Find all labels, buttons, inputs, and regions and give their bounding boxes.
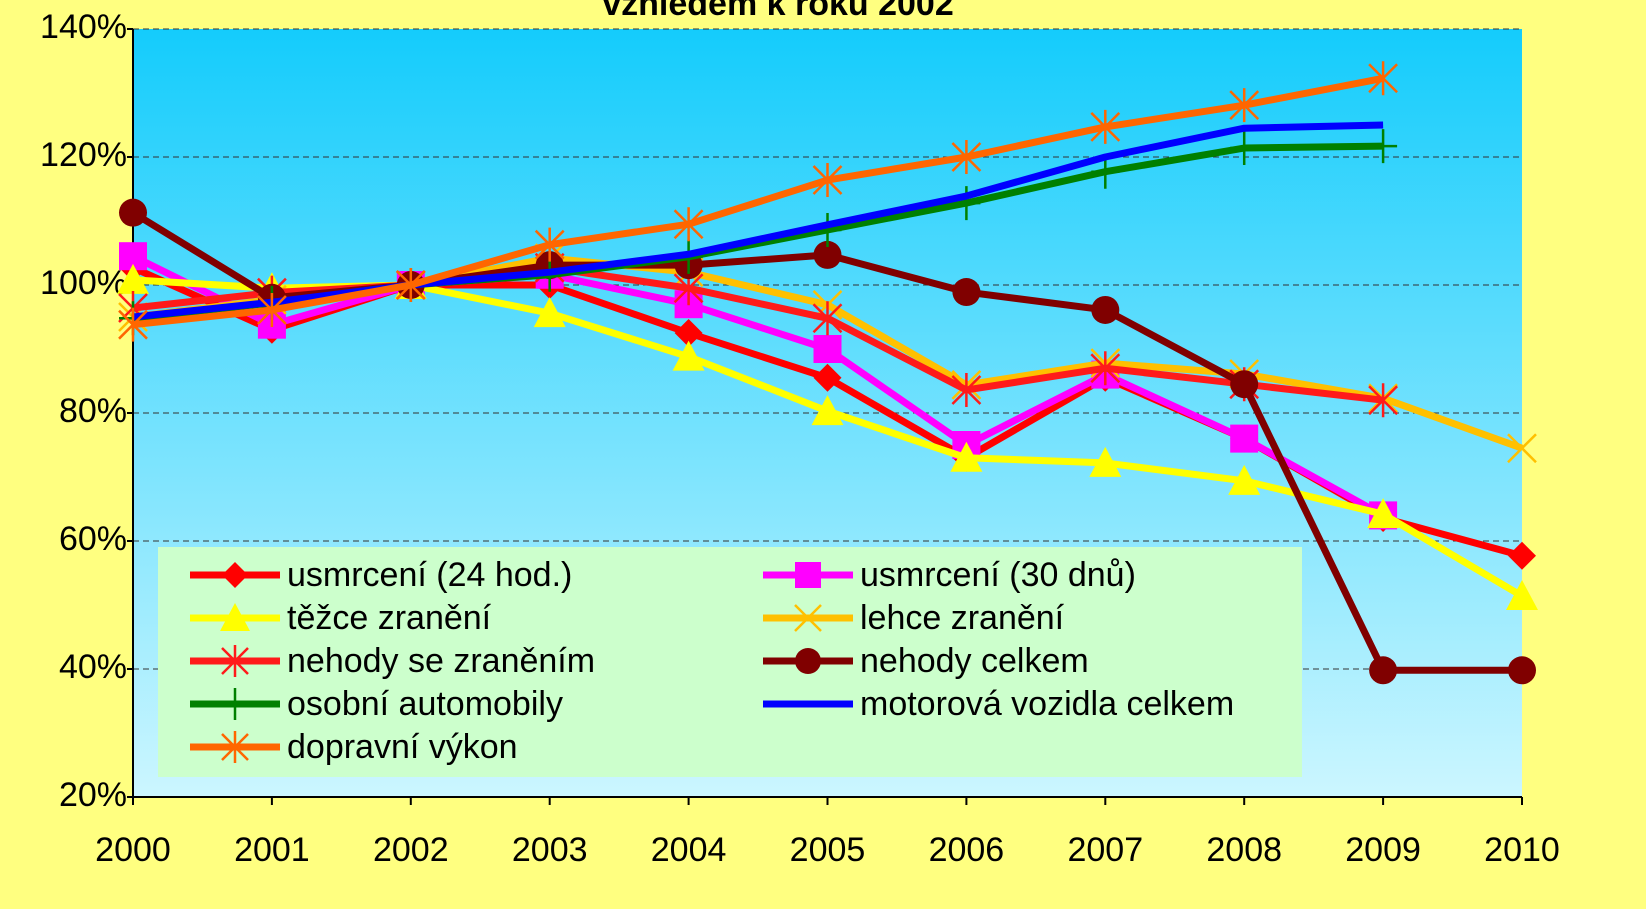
marker (1230, 370, 1259, 399)
legend-marker (221, 731, 249, 763)
y-tick-label: 20% (59, 776, 127, 814)
y-tick-label: 80% (59, 392, 127, 430)
marker (674, 319, 703, 347)
x-tick-label: 2002 (373, 831, 449, 869)
marker (119, 198, 147, 227)
chart-title: vzhledem k roku 2002 (602, 0, 954, 23)
marker (1228, 464, 1261, 495)
legend-marker (220, 603, 250, 631)
series-line (132, 121, 1384, 321)
x-tick-label: 2009 (1345, 831, 1421, 869)
legend-label: lehce zranění (860, 599, 1065, 637)
marker (813, 240, 842, 269)
legend-marker (795, 562, 821, 588)
marker (1369, 129, 1398, 164)
legend-label: usmrcení (30 dnů) (860, 556, 1136, 594)
marker (951, 372, 982, 407)
legend-label: nehody celkem (860, 642, 1089, 680)
legend-marker (794, 604, 822, 632)
marker (118, 307, 148, 342)
legend-label: osobní automobily (287, 685, 563, 723)
marker (1508, 541, 1536, 570)
marker (534, 227, 565, 262)
x-tick-label: 2001 (234, 831, 310, 869)
y-tick-label: 140% (40, 8, 127, 46)
marker (812, 301, 843, 336)
marker (1506, 580, 1538, 611)
marker (952, 186, 981, 221)
y-tick-label: 100% (40, 264, 127, 302)
marker (812, 163, 843, 198)
x-tick-label: 2000 (95, 831, 171, 869)
x-tick-label: 2005 (790, 831, 866, 869)
marker (951, 140, 982, 174)
marker (1368, 61, 1398, 96)
x-tick-label: 2008 (1206, 831, 1282, 869)
legend-label: nehody se zraněním (287, 642, 595, 680)
legend-label: usmrcení (24 hod.) (287, 556, 572, 594)
marker (257, 292, 287, 327)
y-tick-label: 40% (59, 648, 127, 686)
legend-label: dopravní výkon (287, 728, 518, 766)
legend-label: těžce zranění (287, 599, 492, 637)
legend-marker (221, 645, 249, 677)
series-line (131, 253, 1385, 519)
marker (811, 395, 844, 426)
x-tick-label: 2010 (1484, 831, 1560, 869)
marker (1367, 498, 1400, 529)
marker (1507, 433, 1537, 464)
marker (1230, 424, 1259, 453)
marker (533, 297, 566, 328)
marker (672, 340, 705, 371)
y-tick-label: 60% (59, 520, 127, 558)
y-tick-label: 120% (40, 136, 127, 174)
marker (1368, 383, 1398, 418)
marker (952, 278, 981, 307)
x-tick-label: 2006 (929, 831, 1005, 869)
marker (1230, 131, 1259, 166)
legend (158, 547, 1302, 777)
x-tick-label: 2003 (512, 831, 588, 869)
marker (1229, 88, 1260, 123)
x-tick-label: 2004 (651, 831, 727, 869)
marker (1089, 446, 1122, 477)
series-line (132, 74, 1384, 329)
legend-marker (222, 562, 248, 588)
marker (1090, 351, 1121, 386)
marker (1090, 109, 1121, 144)
legend-marker (795, 648, 821, 674)
marker (813, 335, 842, 363)
marker (1091, 295, 1120, 324)
marker (1369, 656, 1398, 685)
marker (950, 441, 983, 472)
legend-label: motorová vozidla celkem (860, 685, 1234, 723)
marker (813, 363, 842, 392)
marker (117, 263, 149, 294)
marker (673, 207, 704, 242)
legend-marker (222, 688, 248, 720)
marker (395, 268, 426, 302)
marker (1508, 656, 1536, 685)
x-tick-label: 2007 (1067, 831, 1143, 869)
